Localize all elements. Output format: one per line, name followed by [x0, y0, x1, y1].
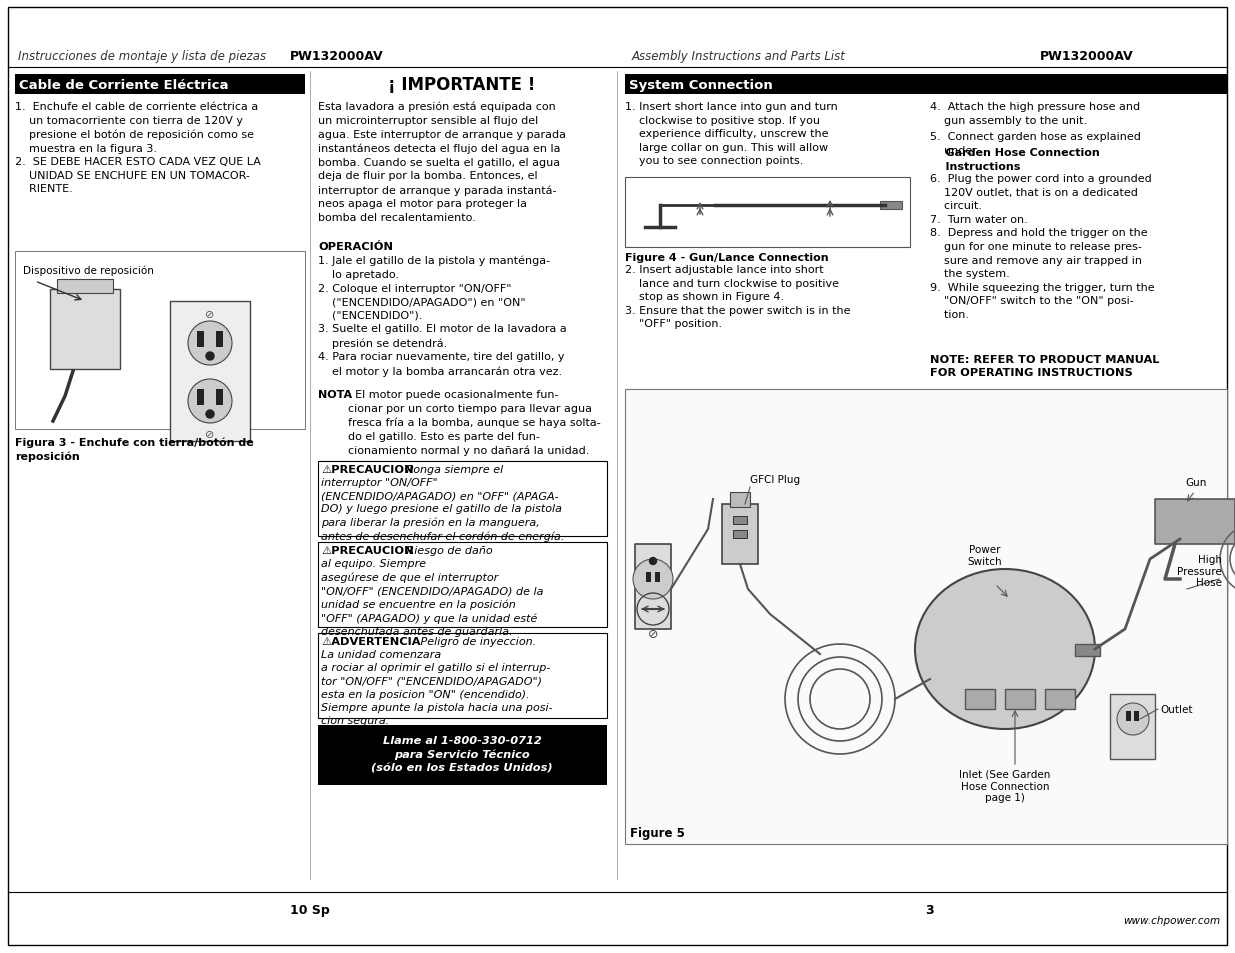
Bar — [1005, 689, 1035, 709]
Bar — [625, 75, 1228, 95]
Bar — [317, 725, 606, 785]
Text: interruptor "ON/OFF"
(ENCENDIDO/APAGADO) en "OFF" (APAGA-
DO) y luego presione e: interruptor "ON/OFF" (ENCENDIDO/APAGADO)… — [321, 477, 564, 541]
Circle shape — [206, 353, 214, 360]
Bar — [635, 544, 671, 629]
Text: Riesgo de daño: Riesgo de daño — [403, 545, 493, 556]
Text: Gun: Gun — [1186, 477, 1207, 488]
Text: ⊘: ⊘ — [205, 430, 215, 439]
Bar — [655, 573, 659, 582]
Text: La unidad comenzara
a rociar al oprimir el gatillo si el interrup-
tor "ON/OFF" : La unidad comenzara a rociar al oprimir … — [321, 649, 552, 725]
Text: Assembly Instructions and Parts List: Assembly Instructions and Parts List — [632, 50, 846, 63]
Bar — [965, 689, 995, 709]
Text: 2. Insert adjustable lance into short
    lance and turn clockwise to positive
 : 2. Insert adjustable lance into short la… — [625, 265, 851, 329]
Bar — [881, 202, 902, 210]
Text: Figure 4 - Gun/Lance Connection: Figure 4 - Gun/Lance Connection — [625, 253, 829, 263]
Text: PW132000AV: PW132000AV — [290, 50, 384, 63]
Bar — [1155, 499, 1235, 544]
Text: 1. Jale el gatillo de la pistola y manténga-
    lo apretado.
2. Coloque el inte: 1. Jale el gatillo de la pistola y manté… — [317, 255, 567, 376]
Text: GFCI Plug: GFCI Plug — [750, 475, 800, 484]
Text: Ponga siempre el: Ponga siempre el — [403, 464, 503, 475]
Bar — [317, 542, 606, 627]
Bar — [317, 461, 606, 537]
Text: Dispositivo de reposición: Dispositivo de reposición — [23, 265, 154, 275]
Circle shape — [634, 559, 673, 599]
Bar — [216, 332, 224, 348]
Text: al equipo. Siempre
asegúrese de que el interruptor
"ON/OFF" (ENCENDIDO/APAGADO) : al equipo. Siempre asegúrese de que el i… — [321, 558, 543, 637]
Circle shape — [206, 411, 214, 418]
Text: 1. Insert short lance into gun and turn
    clockwise to positive stop. If you
 : 1. Insert short lance into gun and turn … — [625, 102, 837, 166]
Bar — [734, 517, 747, 524]
Bar — [317, 634, 606, 719]
Bar — [216, 390, 224, 406]
Text: 4.  Attach the high pressure hose and
    gun assembly to the unit.: 4. Attach the high pressure hose and gun… — [930, 102, 1140, 126]
Bar — [625, 178, 910, 248]
Text: NOTA: NOTA — [317, 390, 352, 399]
Text: NOTE: REFER TO PRODUCT MANUAL
FOR OPERATING INSTRUCTIONS: NOTE: REFER TO PRODUCT MANUAL FOR OPERAT… — [930, 355, 1160, 377]
Bar — [1074, 644, 1100, 657]
Text: Inlet (See Garden
Hose Connection
page 1): Inlet (See Garden Hose Connection page 1… — [960, 769, 1051, 802]
Bar — [15, 75, 305, 95]
Text: Peligro de inyeccion.: Peligro de inyeccion. — [417, 637, 536, 646]
Text: Figura 3 - Enchufe con tierra/botón de
reposición: Figura 3 - Enchufe con tierra/botón de r… — [15, 437, 253, 462]
Text: Power
Switch: Power Switch — [968, 544, 1003, 566]
Circle shape — [188, 322, 232, 366]
Bar — [1126, 711, 1131, 721]
Bar — [170, 302, 249, 441]
Text: OPERACIÓN: OPERACIÓN — [317, 242, 393, 252]
Circle shape — [1116, 703, 1149, 735]
Text: Garden Hose Connection
    Instructions: Garden Hose Connection Instructions — [930, 148, 1099, 172]
Text: Figure 5: Figure 5 — [630, 826, 685, 840]
Text: 5.  Connect garden hose as explained
    under: 5. Connect garden hose as explained unde… — [930, 132, 1141, 155]
Bar — [646, 573, 651, 582]
Bar — [734, 531, 747, 538]
Bar — [1134, 711, 1139, 721]
Text: 1.  Enchufe el cable de corriente eléctrica a
    un tomacorriente con tierra de: 1. Enchufe el cable de corriente eléctri… — [15, 102, 261, 194]
Bar — [198, 390, 204, 406]
Text: ⚠PRECAUCION: ⚠PRECAUCION — [321, 464, 414, 475]
Text: 3: 3 — [926, 903, 935, 917]
Text: Instrucciones de montaje y lista de piezas: Instrucciones de montaje y lista de piez… — [19, 50, 266, 63]
Bar — [625, 390, 1228, 844]
Text: www.chpower.com: www.chpower.com — [1123, 915, 1220, 925]
Text: ⊘: ⊘ — [647, 627, 658, 640]
Bar — [1110, 695, 1155, 760]
Ellipse shape — [915, 569, 1095, 729]
Text: 6.  Plug the power cord into a grounded
    120V outlet, that is on a dedicated
: 6. Plug the power cord into a grounded 1… — [930, 173, 1155, 319]
Text: Llame al 1-800-330-0712
para Servicio Técnico
(sólo en los Estados Unidos): Llame al 1-800-330-0712 para Servicio Té… — [372, 735, 553, 772]
Text: Esta lavadora a presión está equipada con
un microinterruptor sensible al flujo : Esta lavadora a presión está equipada co… — [317, 102, 566, 222]
Bar — [730, 493, 750, 507]
Bar — [15, 252, 305, 430]
Text: Cable de Corriente Eléctrica: Cable de Corriente Eléctrica — [19, 79, 228, 91]
Text: System Connection: System Connection — [629, 79, 773, 91]
Text: : El motor puede ocasionalmente fun-
cionar por un corto tiempo para llevar agua: : El motor puede ocasionalmente fun- cio… — [348, 390, 600, 456]
Text: Outlet: Outlet — [1160, 704, 1193, 714]
Bar — [49, 290, 120, 370]
Text: ⚠PRECAUCION: ⚠PRECAUCION — [321, 545, 414, 556]
Bar — [722, 504, 758, 564]
Bar — [1045, 689, 1074, 709]
Text: 10 Sp: 10 Sp — [290, 903, 330, 917]
Text: ¡ IMPORTANTE !: ¡ IMPORTANTE ! — [388, 76, 536, 94]
Text: High
Pressure
Hose: High Pressure Hose — [1177, 555, 1221, 588]
Circle shape — [650, 558, 657, 565]
Text: ⚠ADVERTENCIA: ⚠ADVERTENCIA — [321, 637, 420, 646]
Bar — [57, 280, 112, 294]
Circle shape — [188, 379, 232, 423]
Text: PW132000AV: PW132000AV — [1040, 50, 1134, 63]
Bar — [198, 332, 204, 348]
Text: ⊘: ⊘ — [205, 310, 215, 319]
